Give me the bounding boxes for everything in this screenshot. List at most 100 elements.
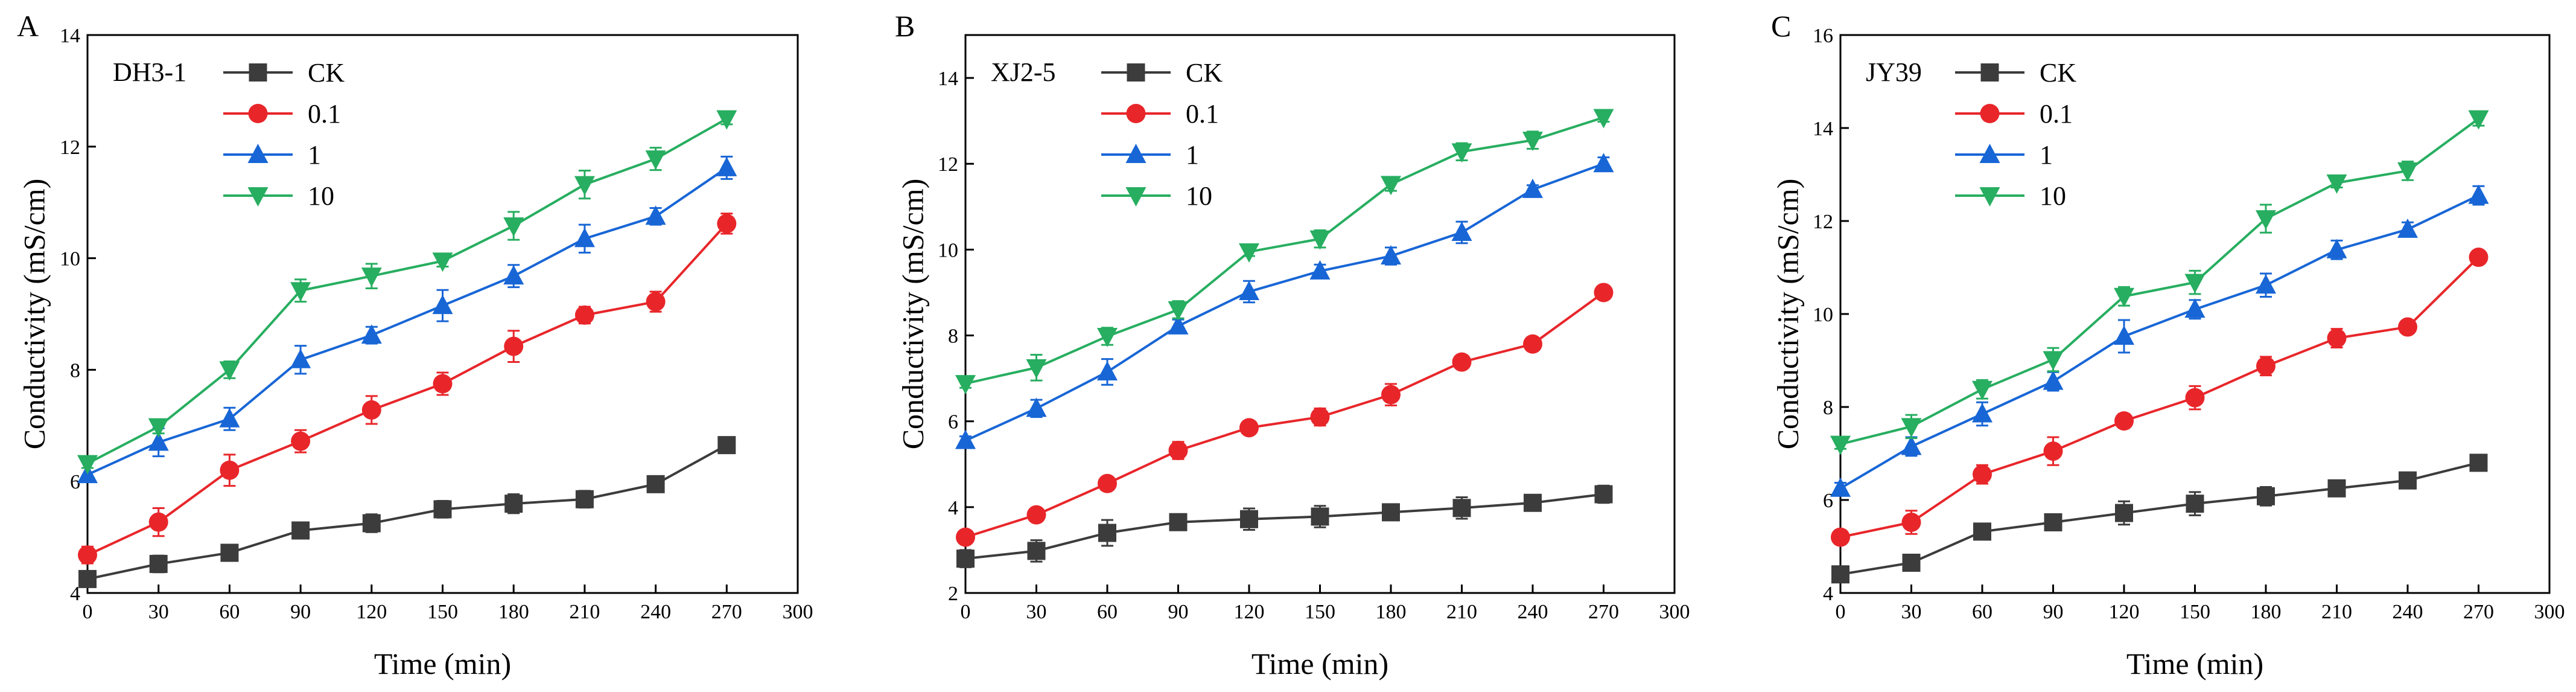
data-point [291,521,310,540]
y-tick-label: 8 [1823,397,1833,419]
series-10 [955,109,1614,395]
series-line [1840,256,2479,539]
data-point [148,512,168,532]
data-point [432,295,453,315]
legend-label: 1 [2040,140,2053,170]
data-point [1168,441,1188,461]
data-point [290,348,311,368]
data-point [1382,503,1400,522]
series-line [965,493,1604,560]
data-point [1831,527,1850,547]
data-point [1902,553,1921,572]
series-10 [1830,110,2489,455]
data-point [1098,524,1116,542]
legend-label: CK [308,58,345,88]
data-point [2327,328,2347,348]
data-point [1169,513,1188,531]
y-tick-label: 14 [938,68,958,90]
data-point [504,336,524,356]
data-point [1026,505,1046,525]
y-tick-label: 12 [60,136,80,159]
data-point [1594,283,1614,303]
data-point [1240,510,1258,528]
data-point [2043,370,2064,390]
data-point [433,500,452,519]
data-point [433,374,453,394]
data-point [220,543,239,562]
y-tick-label: 2 [948,583,958,605]
x-tick-label: 0 [1836,601,1846,623]
data-point [1830,477,1851,497]
legend-title: XJ2-5 [991,57,1056,87]
data-point [361,400,381,420]
data-point [1901,512,1921,532]
x-tick-label: 150 [2180,601,2210,623]
x-tick-label: 180 [2251,601,2282,623]
series-line [1839,194,2479,490]
y-tick-label: 4 [70,583,80,605]
data-point [955,375,976,395]
panel-letter: A [17,9,39,43]
data-point [1522,132,1543,152]
data-point [2469,248,2489,268]
series-line [87,167,728,476]
data-point [1594,485,1613,504]
data-point [503,217,524,237]
panel-letter: B [895,9,915,43]
data-point [716,156,737,176]
data-point [716,110,737,130]
data-point [2256,274,2276,294]
data-point [504,495,523,513]
series-0_1 [78,213,737,565]
data-point [78,569,97,588]
data-point [219,408,240,428]
data-point [1097,327,1118,347]
legend-marker [1125,187,1146,207]
x-tick-label: 30 [148,601,169,623]
legend-label: 1 [308,140,321,170]
data-point [432,252,453,272]
data-point [1451,143,1472,163]
chart-panel-b: B 0 30 60 90 120 150 180 210 240 270 300 2 4 6 8 10 12 14 T… [895,9,1690,681]
data-point [1901,418,1922,438]
data-point [1972,380,1992,400]
data-point [149,554,168,573]
data-point [2469,453,2488,472]
x-tick-label: 120 [356,601,387,623]
data-point [2468,184,2489,204]
legend-label: 0.1 [308,99,341,129]
data-point [2397,218,2418,238]
panel-letter: C [1771,9,1791,43]
legend-label: CK [2040,58,2076,88]
data-point [646,292,666,312]
data-point [1972,403,1992,423]
legend: XJ2-5 CK 0.1 1 10 [991,57,1223,211]
x-tick-label: 300 [1659,601,1690,623]
data-point [148,418,169,438]
x-tick-label: 240 [1518,601,1548,623]
x-tick-label: 240 [640,601,671,623]
series-0_1 [1831,248,2489,547]
x-tick-label: 180 [1376,601,1407,623]
data-point [2114,287,2134,307]
legend-marker [1980,104,2000,123]
legend-label: 0.1 [2040,99,2073,129]
data-point [2115,504,2133,522]
data-point [1098,473,1117,493]
data-point [1168,315,1189,335]
x-axis-title: Time (min) [374,647,511,681]
y-tick-label: 14 [1813,118,1833,140]
series-0_1 [956,283,1614,547]
x-tick-label: 210 [569,601,600,623]
y-tick-label: 16 [1813,25,1833,47]
data-point [503,265,524,285]
data-point [2184,274,2206,293]
y-tick-label: 10 [1813,304,1833,326]
x-tick-label: 90 [1168,601,1189,623]
data-point [1381,176,1401,196]
x-tick-label: 270 [1588,601,1619,623]
data-point [1452,352,1472,372]
data-point [574,228,595,248]
y-tick-label: 6 [948,411,958,434]
data-point [290,282,311,302]
